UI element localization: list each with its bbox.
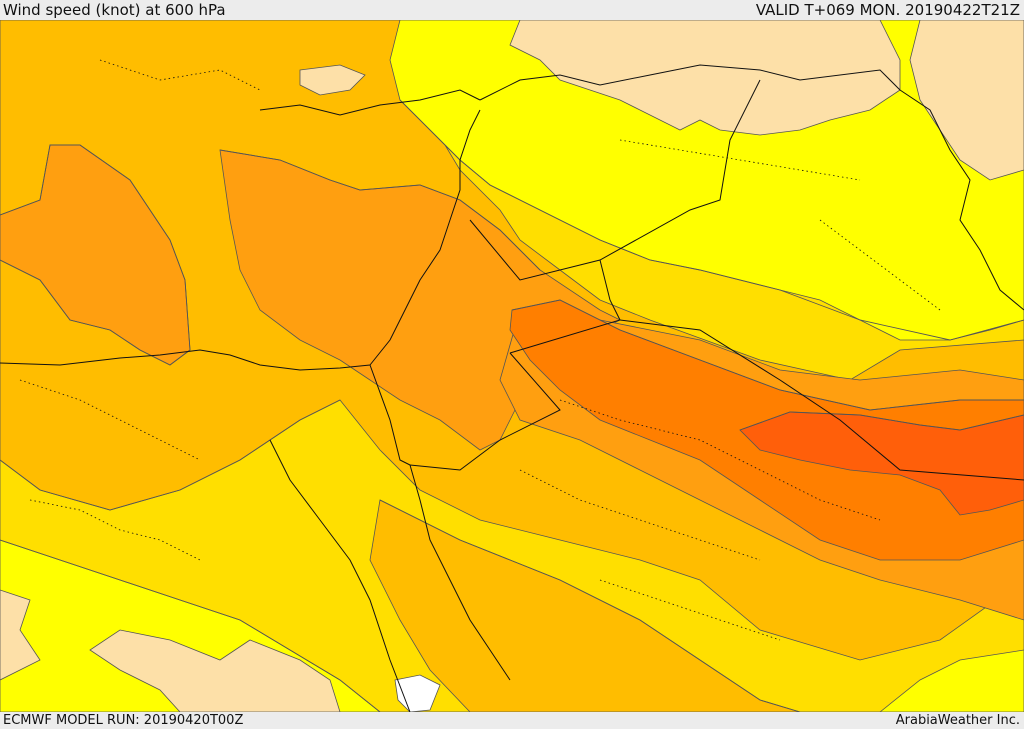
field-level1-south	[89, 629, 341, 712]
country-borders	[0, 64, 1024, 712]
wind-speed-map	[0, 20, 1024, 712]
field-level1-south-west	[0, 589, 41, 681]
valid-time: VALID T+069 MON. 20190422T21Z	[755, 1, 1020, 19]
credit: ArabiaWeather Inc.	[895, 713, 1020, 728]
field-level1-far-east	[909, 20, 1024, 181]
contour-lines	[0, 99, 1024, 712]
admin-lines	[19, 59, 941, 641]
model-run: ECMWF MODEL RUN: 20190420T00Z	[3, 713, 244, 728]
field-level2-southeast	[879, 649, 1024, 712]
map-footer: ECMWF MODEL RUN: 20190420T00Z ArabiaWeat…	[0, 712, 1024, 729]
map-header: Wind speed (knot) at 600 hPa VALID T+069…	[0, 0, 1024, 20]
map-canvas	[0, 20, 1024, 712]
field-level1-west-blob	[299, 64, 366, 96]
map-title: Wind speed (knot) at 600 hPa	[3, 1, 226, 19]
